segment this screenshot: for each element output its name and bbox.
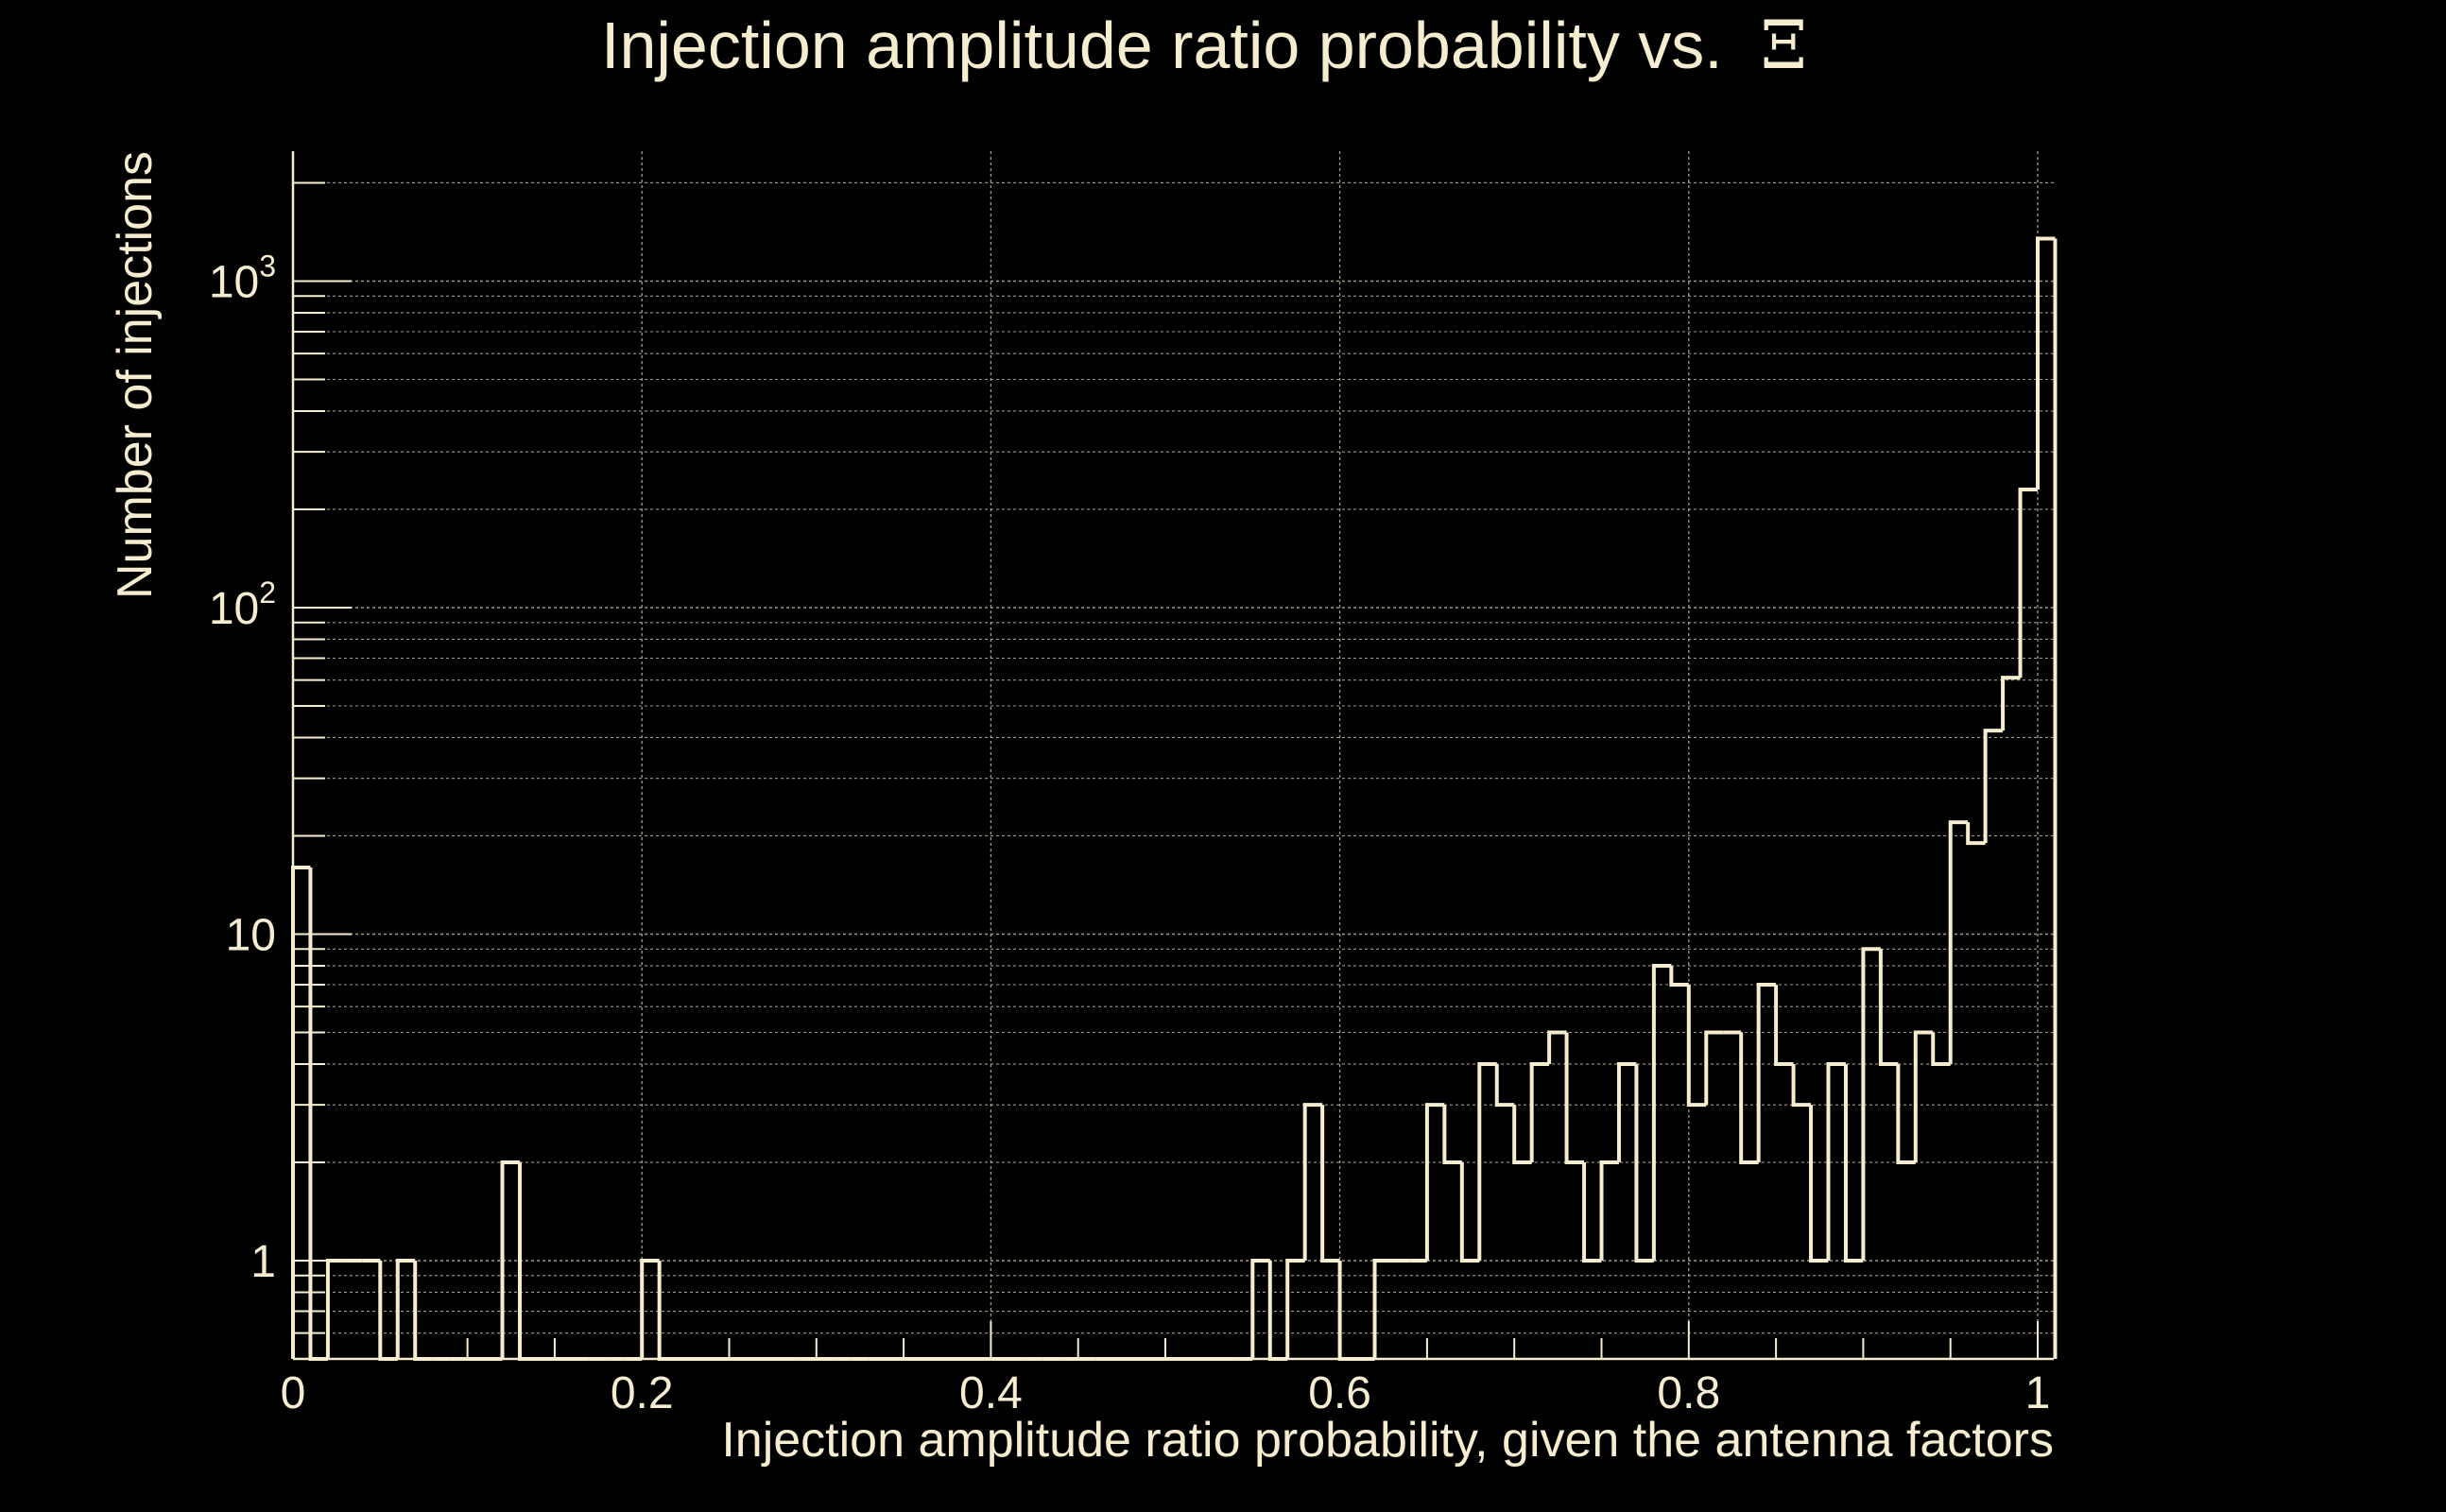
histogram-bin <box>1285 1258 1305 1359</box>
x-tick-label: 0.2 <box>611 1368 674 1418</box>
histogram-bin <box>1809 1105 1829 1263</box>
histogram-bin <box>1337 1260 1358 1361</box>
histogram-bin <box>1878 949 1899 1066</box>
histogram-bin <box>1931 1032 1951 1066</box>
axes <box>291 151 2054 1361</box>
histogram-bin <box>1529 1061 1550 1162</box>
histogram-bin <box>1320 1105 1340 1263</box>
histogram-bin <box>1634 1063 1654 1263</box>
histogram-bin <box>1686 985 1707 1108</box>
y-tick-label: 1 <box>250 1237 276 1287</box>
histogram-bin <box>1372 1258 1392 1359</box>
histogram-bin <box>1250 1258 1270 1359</box>
histogram-bin <box>1442 1105 1462 1164</box>
histogram-bin <box>1424 1103 1445 1261</box>
histogram-bin <box>1651 963 1672 1261</box>
histogram-bin <box>1302 1103 1323 1261</box>
histogram-bin <box>1756 983 1777 1162</box>
y-tick-label: 103 <box>209 249 276 307</box>
y-tick-label: 102 <box>209 576 276 634</box>
histogram-bin <box>291 865 311 1359</box>
histogram-bin <box>1983 729 2004 844</box>
x-tick-label: 0.4 <box>959 1368 1023 1418</box>
histogram-bin <box>1494 1063 1515 1108</box>
histogram-bin <box>2036 236 2056 490</box>
histogram-bin <box>657 1260 678 1361</box>
histogram-bin <box>517 1161 538 1361</box>
histogram-bin <box>1843 1063 1864 1263</box>
histogram-bin <box>1704 1030 1724 1106</box>
x-axis-label: Injection amplitude ratio probability, g… <box>721 1413 2054 1468</box>
histogram-bin <box>2001 676 2021 731</box>
grid <box>292 151 2054 1360</box>
histogram-bars <box>291 236 2058 1361</box>
histogram-bin <box>395 1258 416 1359</box>
x-tick-labels: 0 0.2 0.4 0.6 0.8 1 <box>281 1368 2051 1418</box>
histogram-bin <box>1564 1032 1585 1164</box>
x-tick-label: 1 <box>2025 1368 2051 1418</box>
y-tick-labels: 1 10 102 103 <box>209 249 276 1287</box>
histogram-bin <box>1669 965 1689 988</box>
histogram-bin <box>1267 1260 1288 1361</box>
histogram-bin <box>1774 985 1794 1066</box>
histogram-bin <box>1512 1105 1532 1164</box>
y-axis-label: Number of injections <box>108 151 163 599</box>
histogram-bin <box>1948 820 1969 1064</box>
chart-title-symbol: Ξ <box>1761 7 1807 84</box>
histogram-bin <box>378 1260 398 1361</box>
chart-title: Injection amplitude ratio probability vs… <box>601 7 1807 84</box>
histogram-bin <box>1616 1061 1637 1162</box>
histogram-bin <box>413 1260 433 1361</box>
histogram-bin <box>500 1160 520 1359</box>
x-tick-label: 0 <box>281 1368 306 1418</box>
x-tick-label: 0.6 <box>1308 1368 1371 1418</box>
histogram-bin <box>1861 947 1881 1261</box>
histogram-bin <box>2018 488 2038 679</box>
histogram-bin <box>640 1258 660 1359</box>
histogram-bin <box>1477 1061 1497 1261</box>
y-tick-label: 10 <box>226 910 276 960</box>
x-tick-label: 0.8 <box>1657 1368 1720 1418</box>
histogram-bin <box>1459 1161 1480 1263</box>
histogram-bin <box>308 867 328 1361</box>
histogram-bin <box>1913 1030 1934 1162</box>
histogram-bin <box>1582 1161 1602 1263</box>
histogram-bin <box>1826 1061 1846 1261</box>
histogram-bin <box>325 1258 346 1359</box>
histogram-bin <box>1966 822 1986 846</box>
histogram-bin <box>1896 1063 1916 1164</box>
chart-title-text: Injection amplitude ratio probability vs… <box>601 9 1723 82</box>
histogram-bin <box>1739 1032 1759 1164</box>
histogram-bin <box>1599 1160 1619 1261</box>
histogram-bin <box>1547 1030 1567 1064</box>
histogram-bin <box>1791 1063 1812 1108</box>
